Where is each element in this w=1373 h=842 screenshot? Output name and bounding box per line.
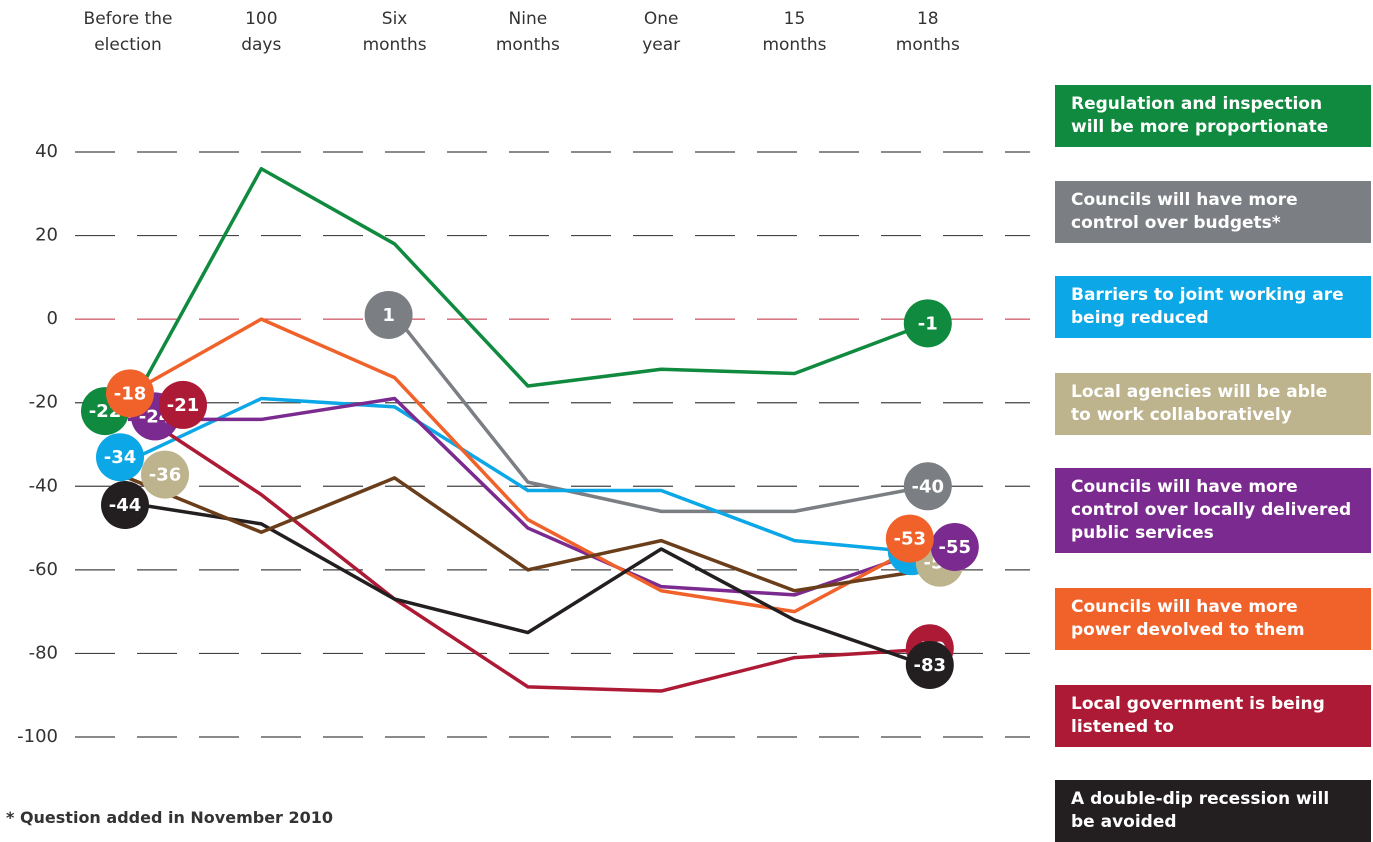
legend-entry: Councils will have more power devolved t…	[1055, 588, 1371, 650]
series-line	[393, 313, 929, 514]
y-tick-label: 40	[35, 141, 58, 162]
footnote: * Question added in November 2010	[6, 808, 334, 827]
x-tick-label: 18 months	[895, 9, 960, 55]
series-line	[126, 166, 929, 412]
lines	[126, 166, 929, 693]
x-tick-label: 100 days	[241, 9, 282, 55]
x-tick-label: 15 months	[762, 9, 827, 55]
value-marker	[101, 481, 149, 529]
x-tick-label: One year	[642, 9, 681, 55]
legend-entry: Local government is being listened to	[1055, 685, 1371, 747]
data-label: -83	[914, 655, 947, 676]
y-tick-label: -20	[29, 392, 58, 413]
series-line	[128, 396, 929, 597]
data-label: -34	[104, 447, 137, 468]
data-label: -36	[149, 465, 182, 486]
value-marker	[364, 290, 413, 339]
value-marker	[930, 522, 979, 571]
x-tick-label: Nine months	[495, 9, 560, 55]
value-marker	[905, 640, 954, 689]
y-tick-label: 20	[35, 225, 58, 246]
data-label: -40	[912, 476, 945, 497]
series-line	[127, 405, 928, 693]
legend-entry: Barriers to joint working are being redu…	[1055, 276, 1371, 338]
series-line	[127, 476, 929, 593]
data-label: -55	[939, 537, 972, 558]
legend-entry: Local agencies will be able to work coll…	[1055, 373, 1371, 435]
y-tick-label: -60	[29, 559, 58, 580]
y-tick-label: -80	[29, 642, 58, 663]
value-marker	[903, 299, 952, 348]
value-marker	[141, 450, 189, 499]
y-tick-label: 0	[47, 308, 58, 329]
legend-entry: A double-dip recession will be avoided	[1055, 780, 1371, 842]
series-line	[127, 501, 929, 668]
value-marker	[96, 433, 144, 482]
value-marker	[106, 369, 154, 418]
data-label: -18	[114, 383, 147, 404]
series-line	[127, 317, 929, 614]
value-marker	[159, 380, 207, 429]
data-label: 1	[382, 305, 395, 326]
legend-entry: Councils will have more control over loc…	[1055, 468, 1371, 553]
y-tick-label: -40	[29, 475, 58, 496]
x-tick-label: Six months	[362, 9, 427, 55]
series-line	[127, 396, 928, 555]
data-label: -44	[109, 495, 142, 516]
data-label: -21	[167, 395, 200, 416]
legend-entry: Councils will have more control over bud…	[1055, 181, 1371, 243]
data-label: -53	[894, 529, 927, 550]
value-marker	[903, 462, 952, 511]
legend-entry: Regulation and inspection will be more p…	[1055, 85, 1371, 147]
data-label: -1	[918, 313, 938, 334]
value-marker	[885, 514, 934, 563]
y-tick-label: -100	[17, 726, 58, 747]
x-tick-label: Before the election	[83, 9, 173, 55]
